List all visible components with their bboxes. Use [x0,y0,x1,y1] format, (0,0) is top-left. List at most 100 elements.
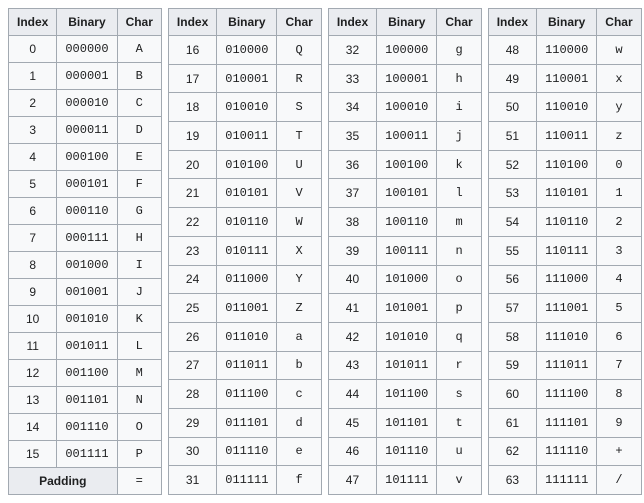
th-char: Char [277,9,321,36]
cell-char: E [117,144,161,171]
cell-binary: 111101 [537,408,597,437]
cell-index: 0 [9,36,57,63]
cell-char: B [117,63,161,90]
cell-index: 24 [168,265,216,294]
cell-binary: 000101 [57,171,117,198]
cell-index: 1 [9,63,57,90]
cell-binary: 001101 [57,387,117,414]
cell-index: 39 [328,236,376,265]
cell-char: M [117,360,161,387]
padding-label: Padding [9,468,118,495]
base64-table-wrap: Index Binary Char 0000000A1000001B200001… [8,8,636,495]
cell-char: 2 [597,208,641,237]
cell-char: g [437,36,481,65]
table-row: 45101101t [328,408,481,437]
table-row: 19010011T [168,122,321,151]
cell-index: 8 [9,252,57,279]
cell-binary: 111111 [537,466,597,495]
table-row: 27011011b [168,351,321,380]
table-row: 50110010y [488,93,641,122]
cell-index: 46 [328,437,376,466]
cell-binary: 101010 [377,322,437,351]
cell-index: 6 [9,198,57,225]
table-header-row: Index Binary Char [168,9,321,36]
cell-binary: 100000 [377,36,437,65]
cell-binary: 000000 [57,36,117,63]
cell-char: K [117,306,161,333]
cell-char: J [117,279,161,306]
cell-binary: 110001 [537,64,597,93]
cell-index: 9 [9,279,57,306]
cell-index: 23 [168,236,216,265]
table-row: 601111008 [488,380,641,409]
cell-binary: 010011 [217,122,277,151]
th-index: Index [328,9,376,36]
cell-char: e [277,437,321,466]
cell-index: 30 [168,437,216,466]
table-row: 21010101V [168,179,321,208]
table-row: 42101010q [328,322,481,351]
cell-index: 7 [9,225,57,252]
cell-binary: 011111 [217,466,277,495]
cell-char: d [277,408,321,437]
table-row: 17010001R [168,64,321,93]
cell-index: 50 [488,93,536,122]
cell-index: 44 [328,380,376,409]
table-row: 46101110u [328,437,481,466]
table-row: 4000100E [9,144,162,171]
table-row: 22010110W [168,208,321,237]
table-header-row: Index Binary Char [328,9,481,36]
cell-binary: 101111 [377,466,437,495]
cell-index: 51 [488,122,536,151]
table-row: 20010100U [168,150,321,179]
cell-binary: 010100 [217,150,277,179]
table-row: 38100110m [328,208,481,237]
table-row: 33100001h [328,64,481,93]
table-row: 6000110G [9,198,162,225]
cell-index: 11 [9,333,57,360]
th-char: Char [597,9,641,36]
table-row: 9001001J [9,279,162,306]
table-row: 48110000w [488,36,641,65]
cell-char: l [437,179,481,208]
base64-col-2: Index Binary Char 32100000g33100001h3410… [328,8,482,495]
cell-binary: 101100 [377,380,437,409]
cell-index: 18 [168,93,216,122]
cell-binary: 000010 [57,90,117,117]
cell-char: W [277,208,321,237]
table-header-row: Index Binary Char [488,9,641,36]
th-binary: Binary [377,9,437,36]
cell-index: 26 [168,322,216,351]
th-char: Char [117,9,161,36]
cell-index: 54 [488,208,536,237]
cell-char: y [597,93,641,122]
cell-char: 7 [597,351,641,380]
cell-binary: 111011 [537,351,597,380]
cell-binary: 000011 [57,117,117,144]
cell-char: h [437,64,481,93]
cell-binary: 010110 [217,208,277,237]
cell-char: i [437,93,481,122]
cell-binary: 000100 [57,144,117,171]
cell-binary: 001011 [57,333,117,360]
cell-index: 61 [488,408,536,437]
table-row: 561110004 [488,265,641,294]
cell-char: k [437,150,481,179]
cell-index: 49 [488,64,536,93]
table-row: 5000101F [9,171,162,198]
table-row: 541101102 [488,208,641,237]
cell-binary: 101001 [377,294,437,323]
th-binary: Binary [217,9,277,36]
table-row: 37100101l [328,179,481,208]
cell-index: 43 [328,351,376,380]
cell-binary: 110011 [537,122,597,151]
cell-index: 53 [488,179,536,208]
base64-col-1: Index Binary Char 16010000Q17010001R1801… [168,8,322,495]
base64-col-3: Index Binary Char 48110000w49110001x5011… [488,8,642,495]
cell-char: F [117,171,161,198]
cell-char: 0 [597,150,641,179]
cell-char: G [117,198,161,225]
cell-char: t [437,408,481,437]
cell-index: 57 [488,294,536,323]
cell-char: N [117,387,161,414]
